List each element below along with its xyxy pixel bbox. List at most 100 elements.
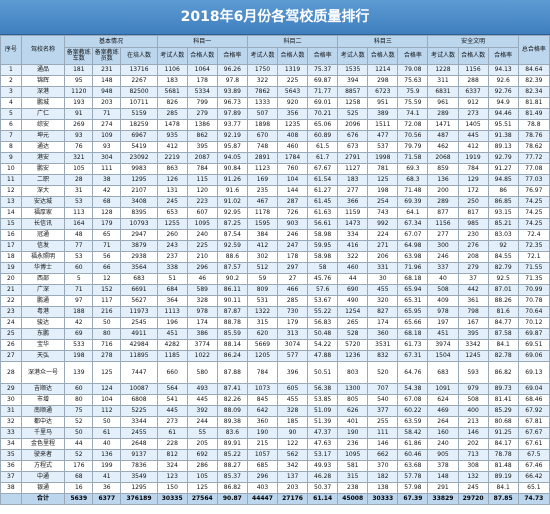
header-s2-examinees: 考试人数 <box>246 47 279 65</box>
table-cell: 89.13 <box>487 141 519 153</box>
header-s3-rate: 合格率 <box>397 47 429 65</box>
total-cell: 67.39 <box>397 493 429 505</box>
table-cell: 105 <box>64 163 94 175</box>
table-cell: 250 <box>457 196 489 208</box>
table-cell: 1022 <box>186 350 218 362</box>
table-cell: 1300 <box>337 383 369 395</box>
table-cell: 76.97 <box>517 185 550 197</box>
table-cell: 75.37 <box>307 64 339 76</box>
table-cell: 92.19 <box>216 130 248 142</box>
table-cell: 81.6 <box>487 306 519 318</box>
table-cell: 6808 <box>120 394 158 406</box>
header-safety-examinees: 考试人数 <box>427 47 459 65</box>
table-cell: 74.25 <box>517 207 550 219</box>
table-cell: 238 <box>337 482 369 494</box>
table-cell: 87.41 <box>216 383 248 395</box>
table-cell: 2545 <box>120 317 158 329</box>
table-cell: 3974 <box>427 339 459 351</box>
table-cell: 71.55 <box>517 262 550 274</box>
table-row: 22 鹏通 97 117 5627 364 328 90.11 531 285 53.67 490 32… <box>0 295 550 307</box>
table-cell: 297 <box>276 262 309 274</box>
table-row: 23 粤港 188 216 11973 1113 978 87.87 1322 730 55.22 1… <box>0 306 550 318</box>
table-cell: 67.92 <box>517 405 550 417</box>
table-cell: 799 <box>186 97 218 109</box>
table-cell: 61.27 <box>307 185 339 197</box>
table-cell: 356 <box>276 108 309 120</box>
table-cell: 460 <box>337 262 369 274</box>
table-cell: 3774 <box>186 339 218 351</box>
table-cell: 36 <box>92 482 122 494</box>
table-cell: 85.21 <box>487 218 519 230</box>
header-subject3: 科目三 <box>337 35 429 48</box>
table-cell: 660 <box>156 361 188 384</box>
table-cell: 337 <box>427 262 459 274</box>
table-cell: 2648 <box>120 438 158 450</box>
table-cell: 84.64 <box>517 64 550 76</box>
table-cell: 246 <box>276 229 309 241</box>
table-cell: 61.45 <box>307 196 339 208</box>
total-cell: 61.14 <box>307 493 339 505</box>
table-cell: 75.59 <box>397 97 429 109</box>
table-cell: 69.3 <box>397 163 429 175</box>
table-cell: 13 <box>0 196 22 208</box>
table-cell: 港安 <box>20 152 66 164</box>
table-cell: 23 <box>0 306 22 318</box>
table-cell: 36 <box>0 460 22 472</box>
table-cell: 311 <box>427 75 459 87</box>
total-cell: 87.85 <box>487 493 519 505</box>
table-cell: 66.42 <box>517 471 550 483</box>
table-row: 4 鹏城 193 203 10711 826 799 96.73 1333 920 69.01 125… <box>0 97 550 109</box>
table-cell: 626 <box>337 405 369 417</box>
table-cell: 273 <box>457 108 489 120</box>
table-cell: 25 <box>0 328 22 340</box>
table-row: 31 南顺通 75 112 5225 445 392 88.09 642 328 51.09 626 3… <box>0 405 550 417</box>
table-cell: 吉顺达 <box>20 383 66 395</box>
table-cell: 63.68 <box>397 460 429 472</box>
table-cell: 260 <box>156 229 188 241</box>
table-row: 16 冠通 48 65 2947 260 240 87.54 384 246 58.98 334 224… <box>0 229 550 241</box>
table-cell: 1214 <box>367 64 399 76</box>
table-cell: 707 <box>367 383 399 395</box>
table-cell: 9 <box>0 152 22 164</box>
table-cell: 620 <box>246 328 279 340</box>
header-s3-examinees: 考试人数 <box>337 47 369 65</box>
table-cell: 1405 <box>457 119 489 131</box>
table-cell: 90.84 <box>216 163 248 175</box>
table-cell: 87.57 <box>216 262 248 274</box>
table-cell: 224 <box>367 229 399 241</box>
table-cell: 338 <box>156 262 188 274</box>
table-row: 20 西部 5 12 683 51 46 90.2 59 27 45.76 44 30 68.18 40 37… <box>0 273 550 285</box>
table-cell: 1919 <box>457 152 489 164</box>
table-cell: 139 <box>64 361 94 384</box>
table-cell: 642 <box>246 405 279 417</box>
table-cell: 289 <box>427 196 459 208</box>
table-cell: 16 <box>64 482 94 494</box>
table-cell: 69.01 <box>307 97 339 109</box>
table-cell: 1471 <box>427 119 459 131</box>
table-cell: 174 <box>367 317 399 329</box>
table-cell: 605 <box>276 383 309 395</box>
table-cell: 89.38 <box>216 416 248 428</box>
table-cell: 607 <box>186 207 218 219</box>
table-cell: 56 <box>92 251 122 263</box>
table-cell: 61.5 <box>307 141 339 153</box>
table-cell: 61 <box>92 427 122 439</box>
table-cell: 47.37 <box>307 427 339 439</box>
table-cell: 1784 <box>276 152 309 164</box>
table-cell: 255 <box>367 416 399 428</box>
table-cell: 577 <box>276 350 309 362</box>
table-cell: 164 <box>64 218 94 230</box>
table-cell: 50.48 <box>307 328 339 340</box>
table-cell: 181 <box>64 64 94 76</box>
table-cell: 65.1 <box>517 482 550 494</box>
table-cell: 905 <box>427 449 459 461</box>
table-cell: 5681 <box>156 86 188 98</box>
table-cell: 69.06 <box>517 350 550 362</box>
table-cell: 12 <box>0 185 22 197</box>
table-cell: 167 <box>457 317 489 329</box>
table-cell: 86.82 <box>216 482 248 494</box>
table-cell: 72.08 <box>397 119 429 131</box>
table-cell: 324 <box>156 460 188 472</box>
table-row: 9 港安 321 304 23092 2219 2087 94.05 2891 1784 61.7 2… <box>0 152 550 164</box>
table-cell: 17 <box>0 240 22 252</box>
